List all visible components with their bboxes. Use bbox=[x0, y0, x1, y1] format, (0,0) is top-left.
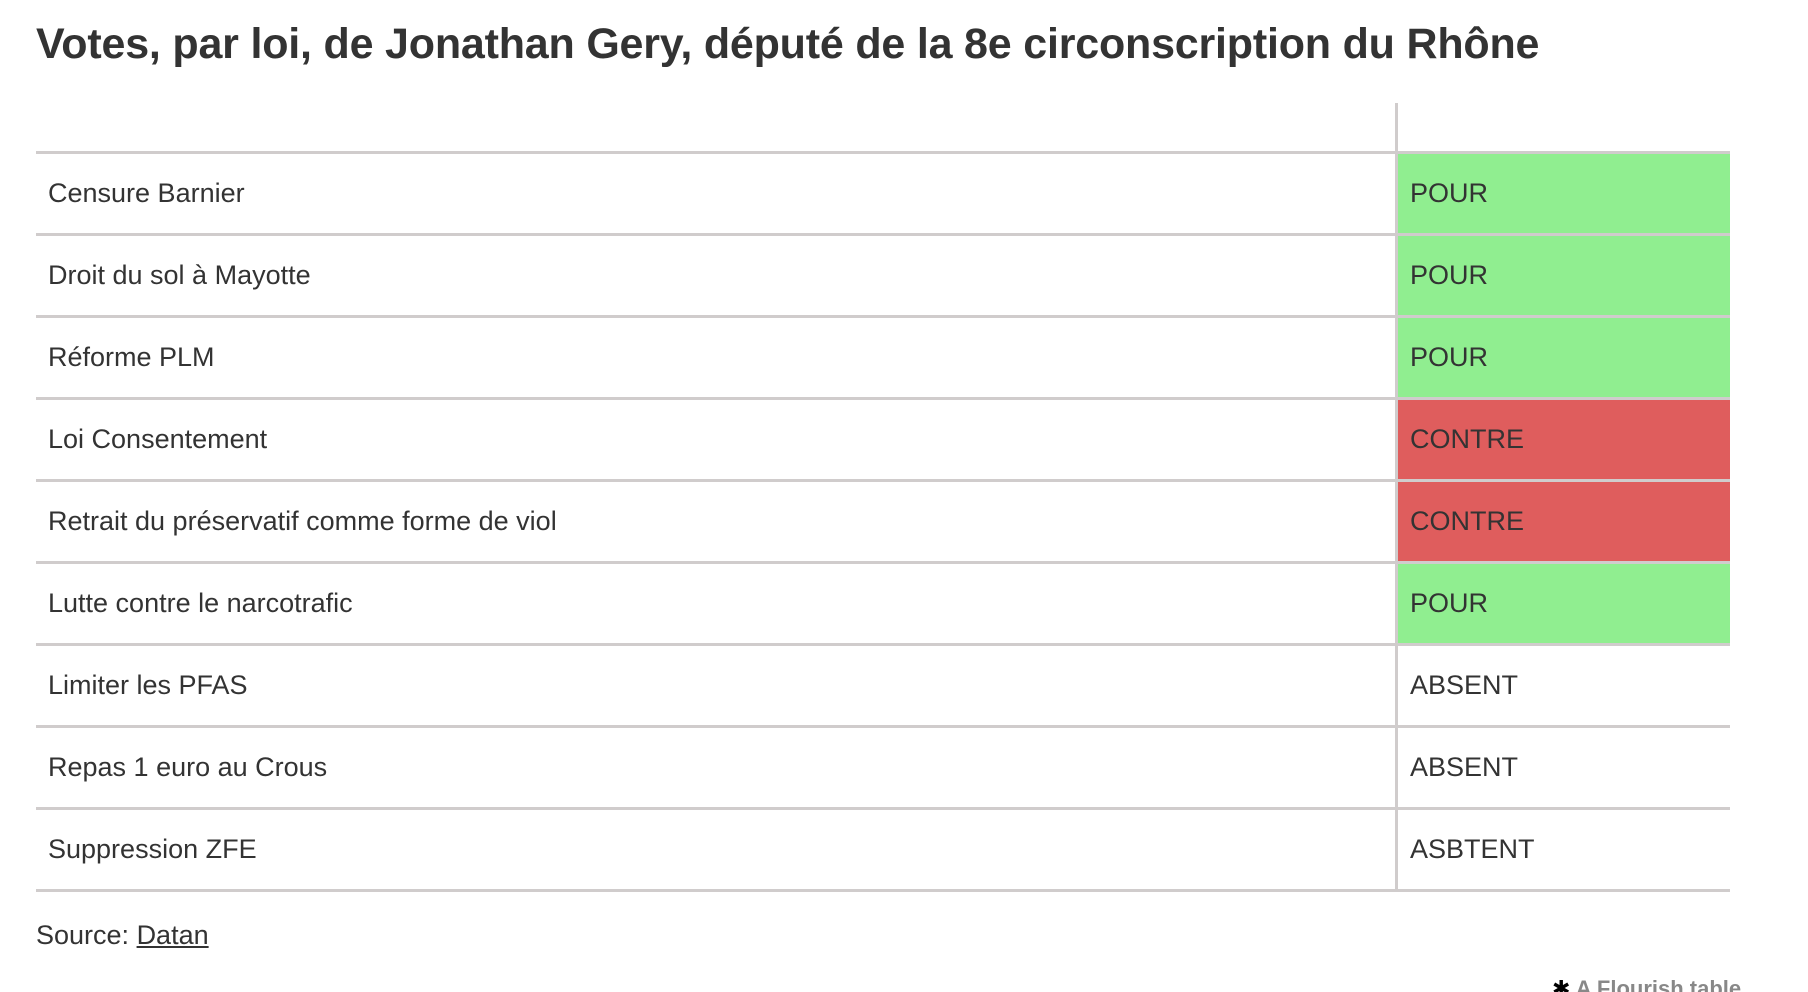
law-cell: Censure Barnier bbox=[36, 152, 1397, 236]
vote-cell: POUR bbox=[1395, 316, 1730, 400]
source-link[interactable]: Datan bbox=[136, 920, 209, 950]
vote-cell: POUR bbox=[1395, 234, 1730, 318]
vote-cell: ABSENT bbox=[1395, 644, 1730, 728]
vote-cell: POUR bbox=[1395, 152, 1730, 236]
vote-cell: ASBTENT bbox=[1395, 808, 1730, 892]
table-row: Réforme PLM POUR bbox=[36, 316, 1730, 400]
table-row: Limiter les PFAS ABSENT bbox=[36, 644, 1730, 728]
law-cell: Réforme PLM bbox=[36, 316, 1397, 400]
table-row: Loi Consentement CONTRE bbox=[36, 398, 1730, 482]
table-row: Lutte contre le narcotrafic POUR bbox=[36, 562, 1730, 646]
source-label: Source: bbox=[36, 920, 137, 950]
page-title: Votes, par loi, de Jonathan Gery, député… bbox=[36, 20, 1540, 68]
law-cell: Limiter les PFAS bbox=[36, 644, 1397, 728]
source-note: Source: Datan bbox=[36, 920, 209, 951]
votes-table: Censure Barnier POUR Droit du sol à Mayott… bbox=[36, 103, 1730, 892]
flourish-text: A Flourish table bbox=[1575, 976, 1742, 992]
law-cell: Repas 1 euro au Crous bbox=[36, 726, 1397, 810]
vote-cell: CONTRE bbox=[1395, 398, 1730, 482]
table-row: Retrait du préservatif comme forme de vi… bbox=[36, 480, 1730, 564]
vote-cell: ABSENT bbox=[1395, 726, 1730, 810]
law-cell: Retrait du préservatif comme forme de vi… bbox=[36, 480, 1397, 564]
header-vote bbox=[1395, 103, 1730, 154]
law-cell: Lutte contre le narcotrafic bbox=[36, 562, 1397, 646]
law-cell: Droit du sol à Mayotte bbox=[36, 234, 1397, 318]
table-row: Droit du sol à Mayotte POUR bbox=[36, 234, 1730, 318]
vote-cell: CONTRE bbox=[1395, 480, 1730, 564]
table-row: Repas 1 euro au Crous ABSENT bbox=[36, 726, 1730, 810]
table-row: Suppression ZFE ASBTENT bbox=[36, 808, 1730, 892]
table-row: Censure Barnier POUR bbox=[36, 152, 1730, 236]
vote-cell: POUR bbox=[1395, 562, 1730, 646]
law-cell: Loi Consentement bbox=[36, 398, 1397, 482]
flourish-asterisk-icon: ✱ bbox=[1552, 976, 1571, 992]
flourish-credit[interactable]: ✱ A Flourish table bbox=[1552, 976, 1741, 992]
header-law bbox=[36, 103, 1397, 154]
law-cell: Suppression ZFE bbox=[36, 808, 1397, 892]
table-header-row bbox=[36, 103, 1730, 154]
